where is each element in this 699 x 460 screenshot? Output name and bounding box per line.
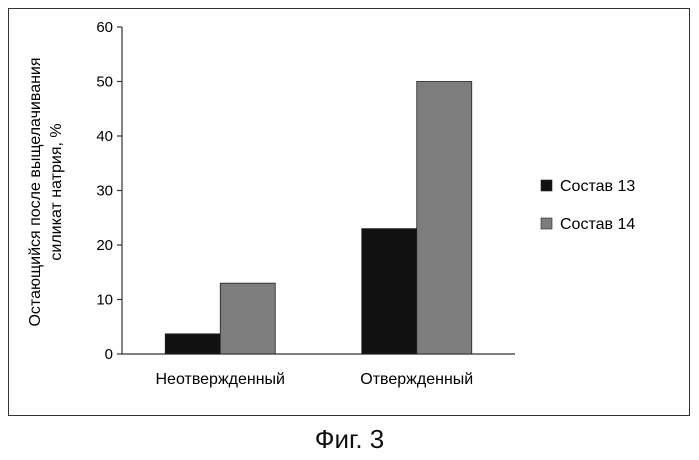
y-tick-label: 10 (96, 292, 113, 309)
y-tick-label: 20 (96, 237, 113, 254)
y-tick-label: 50 (96, 74, 113, 91)
bar (362, 229, 417, 354)
legend-label: Состав 14 (560, 216, 635, 233)
bar (220, 283, 275, 354)
bar-chart: Остающийся после выщелачивания силикат н… (0, 0, 699, 420)
y-axis-label-line-1: Остающийся после выщелачивания (27, 57, 44, 326)
x-tick-label: Неотвержденный (156, 371, 286, 388)
x-tick-label: Отвержденный (360, 371, 473, 388)
y-tick-label: 0 (105, 346, 113, 363)
y-axis-label-line-2: силикат натрия, % (48, 123, 65, 260)
y-tick-label: 30 (96, 183, 113, 200)
y-tick-label: 60 (96, 19, 113, 36)
bar (165, 334, 220, 354)
legend-label: Состав 13 (560, 178, 635, 195)
y-tick-label: 40 (96, 128, 113, 145)
legend-swatch (541, 180, 552, 191)
figure-caption: Фиг. 3 (0, 424, 699, 455)
bar (417, 82, 472, 355)
legend-swatch (541, 218, 552, 229)
